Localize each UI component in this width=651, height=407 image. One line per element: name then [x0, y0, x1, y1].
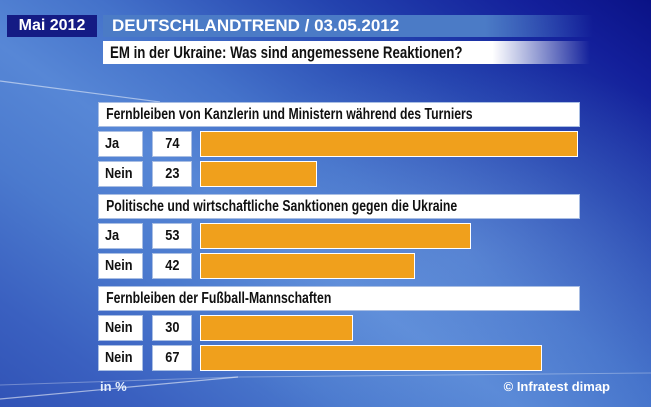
value-box: 30 — [152, 315, 192, 341]
answer-label: Nein — [104, 257, 133, 274]
unit-label: in % — [100, 379, 127, 394]
chart-section-3: Fernbleiben der Fußball-Mannschaften Nei… — [98, 286, 580, 371]
bar-row: Nein 67 — [98, 345, 580, 371]
bar-row: Nein 23 — [98, 161, 580, 187]
question-header: Fernbleiben der Fußball-Mannschaften — [98, 286, 580, 311]
page-title: EM in der Ukraine: Was sind angemessene … — [110, 43, 463, 62]
question-text: Politische und wirtschaftliche Sanktione… — [106, 198, 458, 215]
bar-row: Ja 53 — [98, 223, 580, 249]
value-box: 23 — [152, 161, 192, 187]
answer-label-box: Nein — [98, 315, 143, 341]
question-header: Fernbleiben von Kanzlerin und Ministern … — [98, 102, 580, 127]
bar-row: Nein 30 — [98, 315, 580, 341]
bar-track — [200, 345, 578, 371]
value-text: 23 — [164, 165, 180, 182]
answer-label-box: Ja — [98, 131, 143, 157]
answer-label: Nein — [104, 319, 133, 336]
answer-label: Nein — [104, 165, 133, 182]
page-title-bar: EM in der Ukraine: Was sind angemessene … — [103, 41, 590, 64]
value-box: 42 — [152, 253, 192, 279]
value-text: 53 — [164, 227, 180, 244]
answer-label: Ja — [104, 135, 120, 152]
bar-track — [200, 315, 578, 341]
question-header: Politische und wirtschaftliche Sanktione… — [98, 194, 580, 219]
value-text: 67 — [164, 349, 180, 366]
answer-label: Ja — [104, 227, 120, 244]
bar-row: Ja 74 — [98, 131, 580, 157]
answer-label-box: Nein — [98, 253, 143, 279]
program-title: DEUTSCHLANDTREND / 03.05.2012 — [112, 16, 400, 35]
bar — [200, 161, 318, 187]
program-title-bar: DEUTSCHLANDTREND / 03.05.2012 — [103, 15, 593, 37]
source-label: © Infratest dimap — [503, 379, 610, 394]
answer-label-box: Nein — [98, 161, 143, 187]
bar — [200, 345, 543, 371]
bar-row: Nein 42 — [98, 253, 580, 279]
value-box: 67 — [152, 345, 192, 371]
chart-section-1: Fernbleiben von Kanzlerin und Ministern … — [98, 102, 580, 187]
answer-label-box: Ja — [98, 223, 143, 249]
answer-label: Nein — [104, 349, 133, 366]
question-text: Fernbleiben von Kanzlerin und Ministern … — [106, 106, 473, 123]
bar — [200, 223, 471, 249]
value-text: 30 — [164, 319, 180, 336]
value-text: 42 — [164, 257, 180, 274]
question-text: Fernbleiben der Fußball-Mannschaften — [106, 290, 332, 307]
bar-track — [200, 253, 578, 279]
bar — [200, 131, 578, 157]
bar — [200, 253, 415, 279]
value-box: 53 — [152, 223, 192, 249]
bar-track — [200, 223, 578, 249]
date-badge: Mai 2012 — [7, 15, 97, 37]
value-box: 74 — [152, 131, 192, 157]
value-text: 74 — [164, 135, 180, 152]
bar — [200, 315, 354, 341]
bar-track — [200, 161, 578, 187]
answer-label-box: Nein — [98, 345, 143, 371]
chart-section-2: Politische und wirtschaftliche Sanktione… — [98, 194, 580, 279]
bar-track — [200, 131, 578, 157]
